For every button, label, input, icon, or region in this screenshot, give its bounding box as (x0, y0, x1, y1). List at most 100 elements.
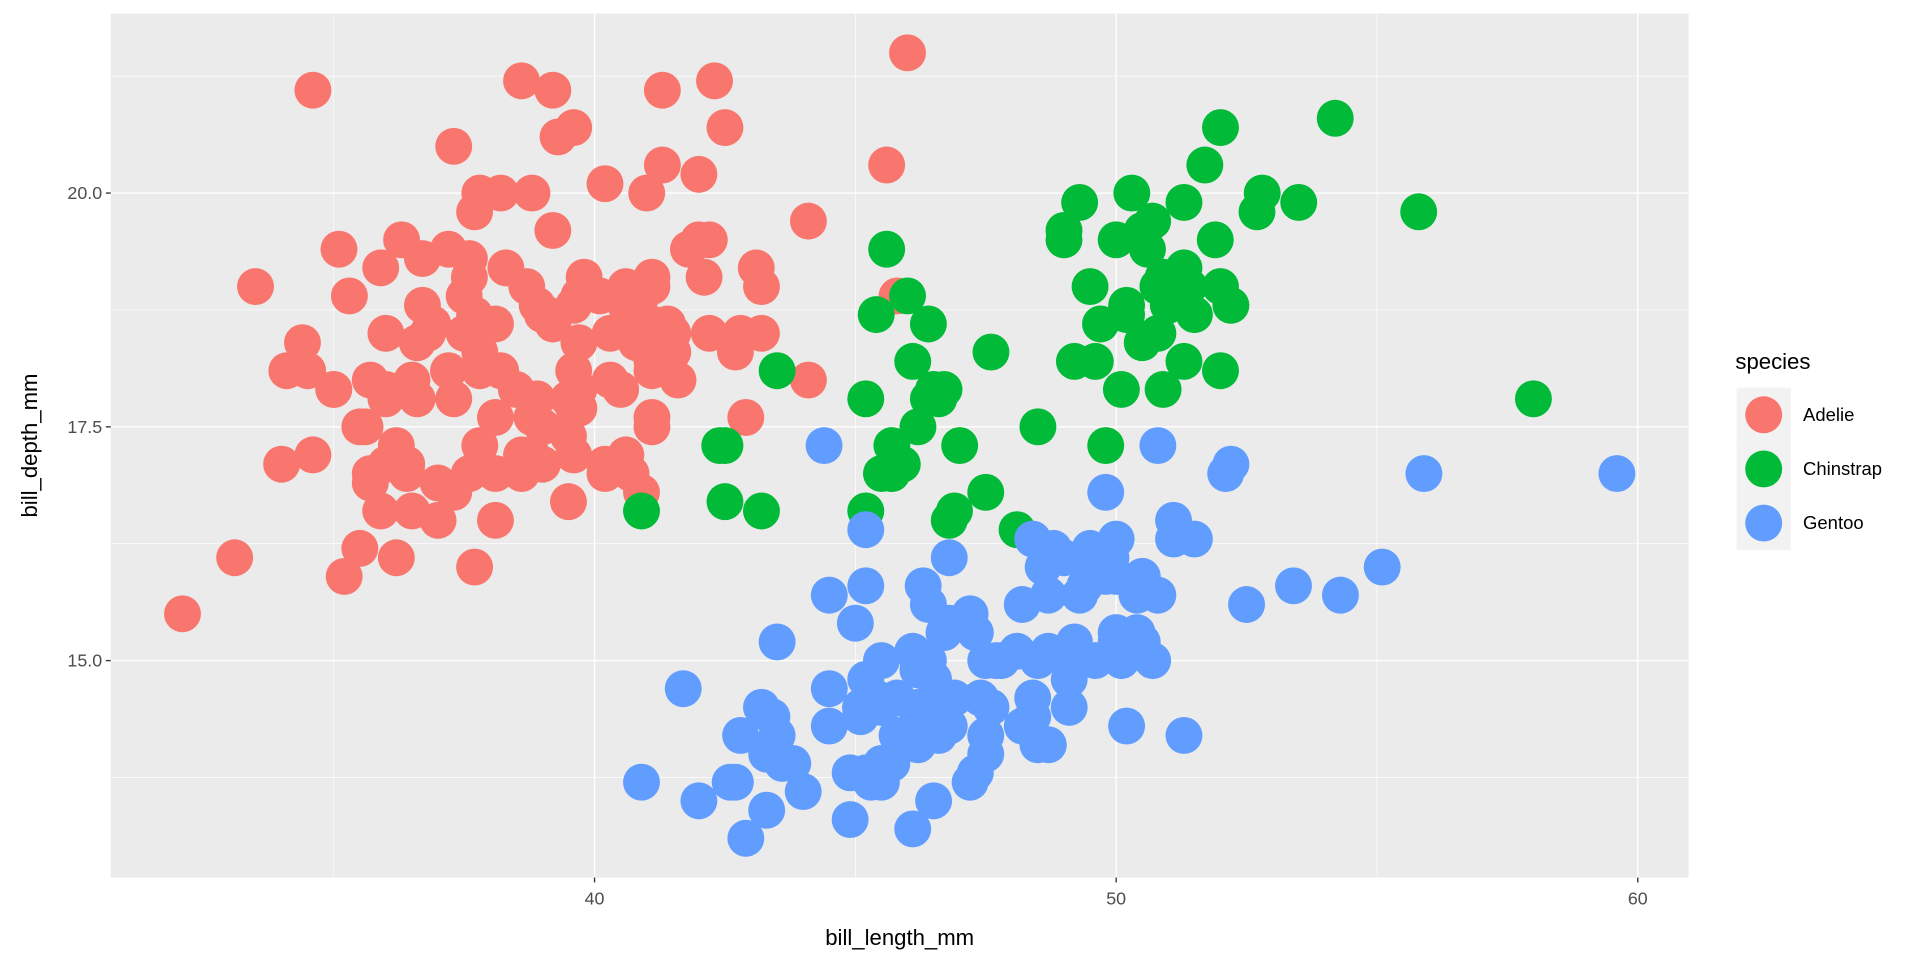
x-tick-label: 50 (1106, 889, 1126, 909)
point-gentoo (810, 707, 848, 745)
point-adelie (743, 314, 780, 352)
point-gentoo (1228, 586, 1266, 623)
point-adelie (602, 370, 640, 408)
point-chinstrap (706, 427, 744, 464)
point-adelie (456, 548, 494, 586)
point-chinstrap (941, 427, 979, 464)
point-chinstrap (1165, 183, 1203, 221)
point-gentoo (716, 763, 754, 801)
point-chinstrap (1196, 221, 1234, 259)
x-tick-label: 60 (1628, 889, 1648, 909)
point-adelie (476, 501, 514, 539)
point-adelie (482, 174, 520, 212)
point-gentoo (722, 716, 760, 754)
point-gentoo (930, 707, 968, 745)
point-chinstrap (1316, 99, 1354, 137)
point-adelie (716, 333, 754, 371)
point-chinstrap (1243, 174, 1281, 212)
point-chinstrap (1108, 296, 1146, 334)
point-gentoo (1123, 623, 1161, 661)
point-gentoo (680, 782, 718, 820)
point-adelie (523, 445, 561, 483)
point-gentoo (909, 642, 947, 680)
point-gentoo (1139, 427, 1177, 464)
point-chinstrap (1139, 268, 1177, 306)
point-adelie (550, 483, 587, 521)
point-adelie (789, 361, 827, 399)
point-gentoo (1363, 548, 1401, 586)
point-adelie (216, 539, 254, 577)
point-adelie (237, 268, 274, 306)
point-gentoo (899, 726, 937, 764)
point-chinstrap (1102, 370, 1140, 408)
point-chinstrap (1165, 342, 1203, 380)
point-adelie (889, 34, 926, 72)
point-chinstrap (1514, 380, 1552, 418)
point-adelie (654, 314, 692, 352)
point-adelie (534, 305, 572, 343)
legend-key-adelie (1745, 396, 1783, 434)
point-chinstrap (1061, 183, 1099, 221)
point-adelie (294, 71, 332, 109)
point-adelie (560, 370, 598, 408)
point-chinstrap (623, 492, 660, 530)
point-chinstrap (1045, 212, 1083, 249)
point-adelie (560, 277, 598, 315)
point-chinstrap (1134, 202, 1172, 240)
legend-label: Chinstrap (1803, 458, 1882, 479)
point-chinstrap (1019, 408, 1057, 446)
point-adelie (690, 221, 728, 259)
point-chinstrap (706, 483, 744, 521)
point-chinstrap (873, 427, 911, 464)
point-chinstrap (1139, 314, 1177, 352)
point-adelie (346, 408, 384, 446)
point-adelie (315, 370, 353, 408)
point-gentoo (1405, 455, 1443, 493)
point-adelie (586, 165, 624, 203)
point-adelie (607, 268, 645, 306)
point-adelie (445, 314, 483, 352)
point-chinstrap (758, 352, 796, 390)
point-chinstrap (1280, 183, 1318, 221)
point-adelie (283, 324, 321, 362)
point-adelie (555, 436, 593, 474)
point-adelie (435, 127, 473, 165)
point-adelie (696, 62, 733, 100)
point-adelie (737, 249, 775, 287)
point-gentoo (847, 660, 885, 698)
point-gentoo (847, 567, 885, 605)
point-adelie (513, 399, 551, 436)
y-axis: 15.0 17.5 20.0 (67, 183, 111, 671)
point-gentoo (951, 763, 989, 801)
point-gentoo (915, 782, 953, 820)
point-gentoo (862, 688, 900, 726)
point-adelie (706, 109, 744, 147)
legend-label: Adelie (1803, 404, 1854, 425)
point-adelie (487, 249, 525, 287)
point-gentoo (810, 576, 848, 614)
point-gentoo (930, 539, 968, 577)
point-gentoo (1212, 445, 1250, 483)
point-adelie (341, 529, 379, 567)
point-gentoo (1050, 642, 1088, 680)
point-adelie (450, 258, 488, 296)
point-adelie (680, 155, 718, 193)
point-adelie (367, 314, 405, 352)
point-gentoo (748, 735, 786, 773)
point-chinstrap (1170, 268, 1208, 306)
point-chinstrap (1144, 370, 1182, 408)
legend-label: Gentoo (1803, 512, 1864, 533)
point-gentoo (727, 819, 765, 857)
legend-title: species (1735, 349, 1810, 374)
point-chinstrap (1400, 193, 1438, 231)
point-adelie (633, 408, 671, 446)
point-gentoo (810, 670, 848, 708)
point-adelie (325, 557, 363, 595)
point-gentoo (1108, 707, 1146, 745)
point-adelie (164, 595, 201, 633)
point-chinstrap (1202, 109, 1239, 147)
point-adelie (263, 445, 301, 483)
point-gentoo (1321, 576, 1359, 614)
y-tick-label: 17.5 (67, 417, 102, 437)
point-chinstrap (857, 296, 895, 334)
